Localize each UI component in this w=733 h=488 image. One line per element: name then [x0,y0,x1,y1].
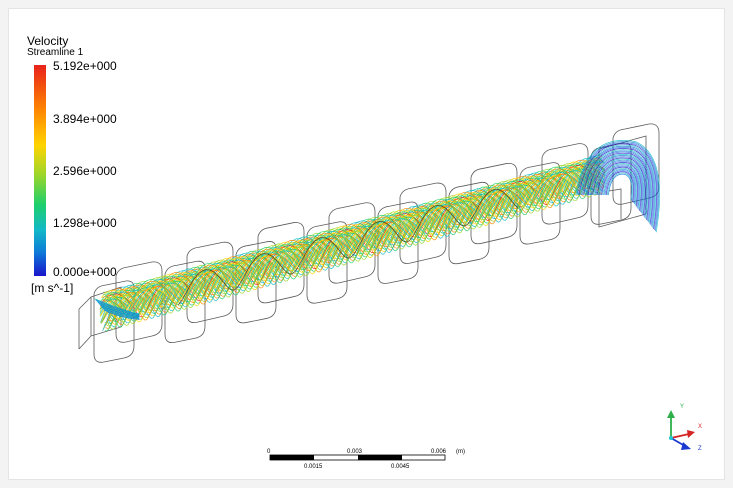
legend-colorbar [34,65,46,276]
scale-label-0: 0 [267,449,271,455]
axis-label-y: Y [680,404,685,410]
legend-tick-1: 1.298e+000 [53,216,117,230]
graphics-viewport[interactable]: Velocity Streamline 1 5.192e+000 3.894e+… [8,8,725,480]
scale-unit: (m) [456,449,465,455]
axis-label-z: Z [698,446,702,452]
legend-tick-min: 0.000e+000 [53,265,117,279]
outlet-streamlines [575,140,661,233]
legend-tick-2: 2.596e+000 [53,164,117,178]
scale-label-00045: 0.0045 [391,464,410,470]
legend-tick-max: 5.192e+000 [53,59,117,73]
scale-bar [269,454,446,461]
axis-triad[interactable] [659,404,704,459]
scale-label-0006: 0.006 [431,449,447,455]
scale-label-00015: 0.0015 [304,464,323,470]
legend-units: [m s^-1] [31,281,74,295]
legend-subtitle: Streamline 1 [27,47,84,58]
streamline-bundle [94,154,606,332]
scale-label-0003: 0.003 [347,449,363,455]
legend-tick-3: 3.894e+000 [53,112,117,126]
axis-label-x: X [698,424,703,430]
streamline-scene [78,123,661,363]
legend-title: Velocity [27,34,69,48]
